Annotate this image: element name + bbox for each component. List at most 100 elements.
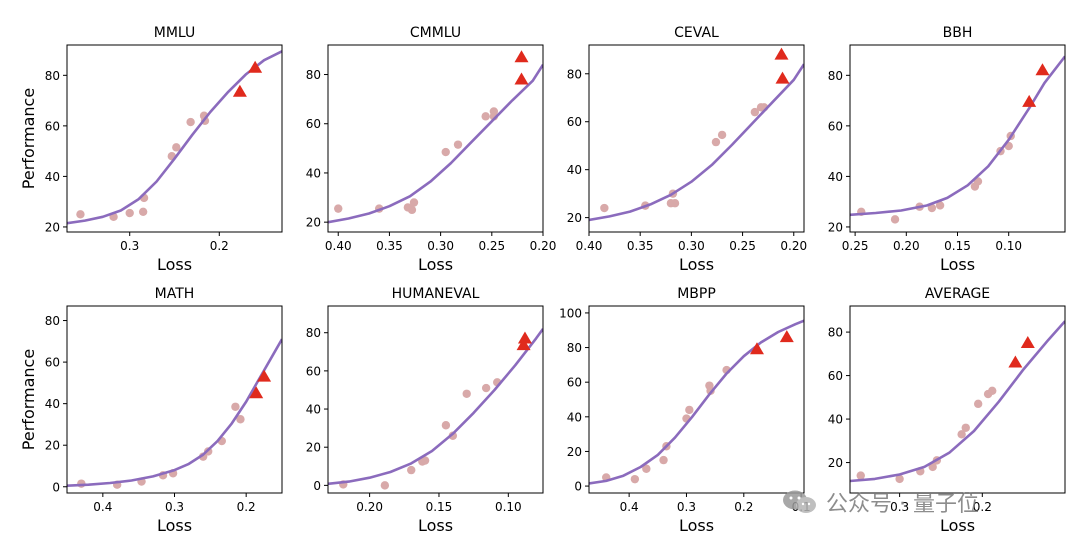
plot-frame xyxy=(66,44,283,233)
data-point xyxy=(750,107,760,117)
data-point xyxy=(380,481,390,490)
y-tick-label: 40 xyxy=(567,163,582,177)
x-axis-label: Loss xyxy=(679,255,714,274)
subplot-mbpp: MBPP 0 20 40 60 80 100 0.4 0.3 0.2 0.1 Loss xyxy=(559,286,811,535)
x-tick-label: 0.20 xyxy=(893,239,920,253)
plot-frame xyxy=(588,305,805,494)
y-tick-label: 60 xyxy=(567,376,582,390)
x-tick-label: 0.35 xyxy=(627,239,654,253)
triangle-point xyxy=(514,50,529,63)
plot-frame xyxy=(66,305,283,494)
y-tick-label: 60 xyxy=(45,119,60,133)
x-tick-label: 0.3 xyxy=(677,500,696,514)
x-tick-label: 0.4 xyxy=(93,500,112,514)
data-point xyxy=(685,405,694,415)
y-tick-label: 20 xyxy=(828,220,843,234)
x-tick-label: 0.1 xyxy=(792,500,811,514)
fit-curve xyxy=(328,64,543,224)
data-point xyxy=(890,215,900,224)
data-layer xyxy=(67,338,282,489)
y-tick-label: 60 xyxy=(306,117,321,131)
y-tick-label: 80 xyxy=(45,314,60,328)
data-point xyxy=(448,431,458,440)
x-tick-label: 0.15 xyxy=(426,500,453,514)
y-tick-label: 80 xyxy=(306,68,321,82)
triangle-point xyxy=(1008,355,1023,368)
x-tick-label: 0.25 xyxy=(842,239,869,253)
data-point xyxy=(76,210,85,219)
x-axis-label: Loss xyxy=(940,516,975,535)
subplot-bbh: BBH 20 40 60 80 0.25 0.20 0.15 0.10 Loss xyxy=(828,25,1066,274)
plot-frame xyxy=(588,44,805,233)
y-tick-label: 40 xyxy=(45,170,60,184)
data-point xyxy=(717,130,727,140)
subplot-title: BBH xyxy=(943,25,973,41)
data-point xyxy=(407,205,417,215)
data-point xyxy=(642,464,651,473)
x-axis-label: Loss xyxy=(418,516,453,535)
subplot-title: AVERAGE xyxy=(925,286,990,302)
data-point xyxy=(236,415,245,424)
triangle-point xyxy=(1022,94,1037,107)
triangle-point xyxy=(249,386,264,399)
plot-frame xyxy=(327,305,544,494)
y-tick-label: 40 xyxy=(306,403,321,417)
y-axis-label: Performance xyxy=(19,349,38,450)
x-tick-label: 0.30 xyxy=(427,239,454,253)
y-tick-label: 80 xyxy=(567,341,582,355)
triangle-point xyxy=(774,47,789,60)
triangle-point xyxy=(257,369,272,382)
x-tick-label: 0.30 xyxy=(678,239,705,253)
data-point xyxy=(711,137,721,147)
x-tick-label: 0.20 xyxy=(530,239,557,253)
data-point xyxy=(961,423,970,432)
data-point xyxy=(186,117,195,127)
subplot-title: MBPP xyxy=(677,286,716,302)
x-tick-label: 0.2 xyxy=(973,500,992,514)
y-tick-label: 40 xyxy=(828,170,843,184)
data-point xyxy=(988,386,997,396)
plot-frame xyxy=(849,305,1066,494)
data-point xyxy=(481,112,490,121)
triangle-point xyxy=(1020,335,1035,348)
y-tick-label: 20 xyxy=(45,220,60,234)
y-tick-label: 60 xyxy=(828,369,843,383)
y-tick-label: 60 xyxy=(828,119,843,133)
y-tick-label: 40 xyxy=(828,413,843,427)
y-tick-label: 80 xyxy=(828,326,843,340)
data-point xyxy=(659,455,668,465)
triangle-point xyxy=(1035,63,1050,76)
x-axis-label: Loss xyxy=(157,516,192,535)
x-tick-label: 0.40 xyxy=(576,239,603,253)
data-point xyxy=(231,402,240,411)
triangle-point xyxy=(232,84,247,97)
subplot-humaneval: HUMANEVAL 0 20 40 60 80 0.20 0.15 0.10 Loss xyxy=(306,286,544,535)
data-point xyxy=(138,207,148,216)
x-tick-label: 0.15 xyxy=(944,239,971,253)
y-tick-label: 60 xyxy=(45,356,60,370)
x-tick-label: 0.20 xyxy=(356,500,383,514)
x-tick-label: 0.25 xyxy=(478,239,505,253)
y-tick-label: 20 xyxy=(567,211,582,225)
data-layer xyxy=(850,55,1065,224)
fit-curve xyxy=(589,319,804,485)
fit-curve xyxy=(850,320,1065,483)
data-layer xyxy=(67,50,282,225)
triangle-point xyxy=(775,71,790,84)
y-axis-label: Performance xyxy=(19,88,38,189)
subplot-average: AVERAGE 20 40 60 80 0.3 0.2 Loss xyxy=(828,286,1066,535)
fit-curve xyxy=(67,50,282,225)
subplot-title: HUMANEVAL xyxy=(392,286,480,302)
x-tick-label: 0.2 xyxy=(210,239,229,253)
x-tick-label: 0.2 xyxy=(237,500,256,514)
data-point xyxy=(895,474,904,484)
triangle-point xyxy=(779,330,794,343)
data-layer xyxy=(850,320,1065,484)
x-tick-label: 0.2 xyxy=(734,500,753,514)
y-tick-label: 80 xyxy=(45,69,60,83)
x-tick-label: 0.3 xyxy=(890,500,909,514)
y-tick-label: 100 xyxy=(559,306,582,320)
data-point xyxy=(600,203,609,213)
y-tick-label: 20 xyxy=(45,439,60,453)
